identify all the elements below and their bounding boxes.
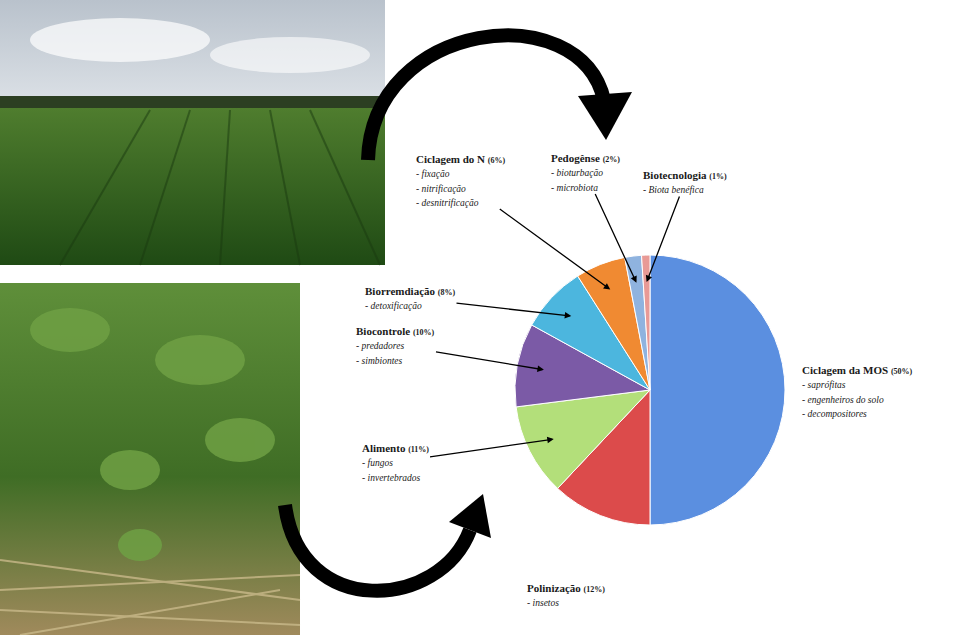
svg-text:Alimento (11%)- fungos- invert: Alimento (11%)- fungos- invertebrados — [362, 442, 429, 483]
svg-text:Polinização (12%)- insetos: Polinização (12%)- insetos — [527, 582, 605, 608]
svg-text:Biocontrole (10%)- predadores-: Biocontrole (10%)- predadores- simbionte… — [356, 325, 435, 366]
svg-text:Biotecnologia (1%)- Biota bené: Biotecnologia (1%)- Biota benéfica — [643, 169, 727, 195]
svg-text:Ciclagem da MOS (50%)- saprófi: Ciclagem da MOS (50%)- saprófitas- engen… — [802, 364, 913, 419]
svg-text:Pedogênse (2%)- bioturbação- m: Pedogênse (2%)- bioturbação- microbiota — [551, 152, 620, 193]
svg-text:Biorremdiação (8%)- detoxifica: Biorremdiação (8%)- detoxificação — [365, 285, 455, 311]
svg-text:Ciclagem do N (6%)- fixação- n: Ciclagem do N (6%)- fixação- nitrificaçã… — [416, 153, 505, 208]
